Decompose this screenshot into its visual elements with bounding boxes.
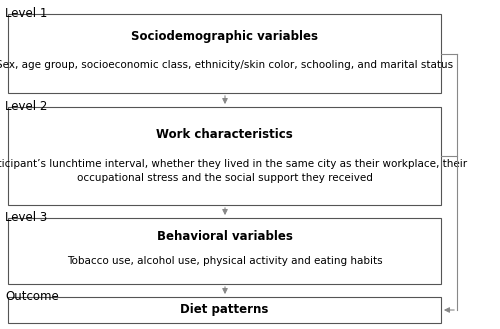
Text: Tobacco use, alcohol use, physical activity and eating habits: Tobacco use, alcohol use, physical activ…: [66, 256, 382, 266]
Text: Level 3: Level 3: [5, 211, 47, 224]
Text: Level 2: Level 2: [5, 100, 48, 113]
Text: Sociodemographic variables: Sociodemographic variables: [131, 30, 318, 43]
Text: Behavioral variables: Behavioral variables: [156, 230, 292, 243]
Text: Sex, age group, socioeconomic class, ethnicity/skin color, schooling, and marita: Sex, age group, socioeconomic class, eth…: [0, 60, 453, 70]
Bar: [8, 218, 441, 284]
Text: Work characteristics: Work characteristics: [156, 128, 293, 141]
Bar: [8, 297, 441, 323]
Text: Participant’s lunchtime interval, whether they lived in the same city as their w: Participant’s lunchtime interval, whethe…: [0, 159, 468, 183]
Text: Level 1: Level 1: [5, 7, 48, 20]
Bar: [8, 14, 441, 93]
Text: Diet patterns: Diet patterns: [180, 303, 268, 316]
Text: Outcome: Outcome: [5, 290, 59, 303]
Bar: [8, 107, 441, 205]
